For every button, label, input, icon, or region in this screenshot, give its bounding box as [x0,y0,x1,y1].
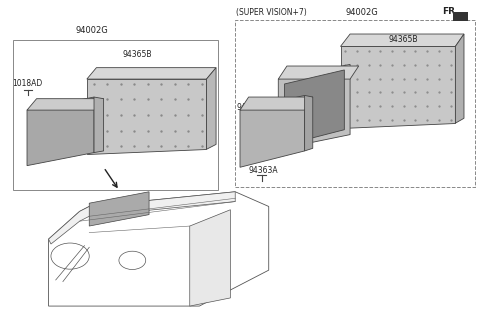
Bar [12,40,218,190]
Bar [235,20,475,187]
Polygon shape [27,97,94,166]
Text: (SUPER VISION+7): (SUPER VISION+7) [236,8,307,17]
Text: 1018AD: 1018AD [12,78,43,88]
Polygon shape [240,97,313,110]
Polygon shape [27,99,104,110]
Polygon shape [456,34,464,123]
Text: 94002G: 94002G [75,26,108,35]
Polygon shape [48,192,235,244]
Polygon shape [94,97,104,153]
Polygon shape [87,68,216,79]
Polygon shape [278,64,350,149]
Text: 94365B: 94365B [388,35,418,44]
Polygon shape [278,66,359,79]
Text: 94002G: 94002G [346,8,378,17]
Polygon shape [206,68,216,149]
Text: 94365B: 94365B [123,50,152,59]
Text: 94120A: 94120A [290,81,320,90]
Polygon shape [87,79,206,154]
Polygon shape [340,47,456,128]
Polygon shape [240,95,305,167]
Bar [453,12,468,21]
Polygon shape [190,210,230,306]
Polygon shape [305,95,313,151]
Text: 94363A: 94363A [249,166,278,175]
Polygon shape [285,70,344,145]
Polygon shape [89,192,149,226]
Text: 94360D: 94360D [237,103,267,112]
Text: FR.: FR. [443,7,459,16]
Polygon shape [340,34,464,47]
